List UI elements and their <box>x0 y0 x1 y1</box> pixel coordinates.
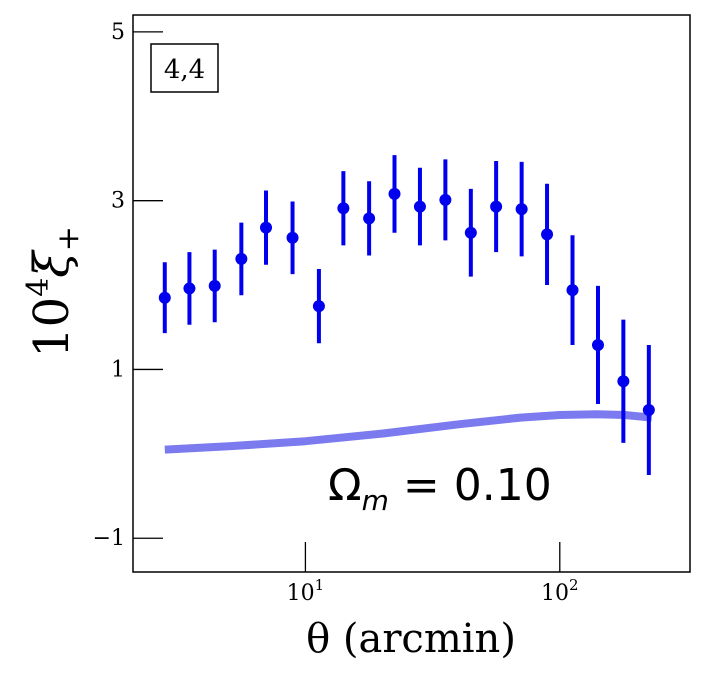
omega-value: = 0.10 <box>389 460 552 511</box>
data-point <box>286 231 299 244</box>
data-point <box>591 338 604 351</box>
y-tick-label: 3 <box>111 189 125 214</box>
data-point <box>312 300 325 313</box>
x-tick-label: 102 <box>541 576 579 606</box>
omega-annotation: Ωm = 0.10 <box>328 460 552 517</box>
data-point <box>413 200 426 213</box>
omega-subscript: m <box>362 484 389 517</box>
y-title-exponent: 4 <box>21 278 56 297</box>
plot-frame <box>132 14 691 573</box>
y-tick-label: −1 <box>93 526 125 551</box>
x-tick-base: 10 <box>287 581 315 606</box>
y-axis-title: 104ξ+ <box>21 226 86 358</box>
x-tick-label: 101 <box>287 576 325 606</box>
data-point <box>208 279 221 292</box>
data-point <box>235 252 248 265</box>
data-point <box>464 226 477 239</box>
data-point <box>158 291 171 304</box>
data-point <box>541 228 554 241</box>
y-title-symbol: ξ <box>24 249 80 278</box>
x-tick-exponent: 1 <box>315 576 325 594</box>
y-title-subscript: + <box>51 226 86 251</box>
model-curve-group <box>164 410 653 454</box>
y-title-base: 10 <box>24 297 80 358</box>
omega-symbol: Ω <box>328 460 362 511</box>
x-tick-base: 10 <box>541 581 569 606</box>
data-point <box>439 193 452 206</box>
data-points-group <box>158 155 655 475</box>
data-point <box>642 403 655 416</box>
x-tick-exponent: 2 <box>569 576 579 594</box>
data-point <box>515 203 528 216</box>
model-curve <box>164 410 653 454</box>
data-point <box>490 200 503 213</box>
data-point <box>617 375 630 388</box>
y-axis: 5 3 1 −1 <box>93 20 163 551</box>
panel-label: 4,4 <box>164 55 205 85</box>
y-tick-label: 1 <box>111 357 125 382</box>
x-axis: 101 102 <box>287 542 579 606</box>
data-point <box>337 202 350 215</box>
data-point <box>183 282 196 295</box>
data-point <box>388 187 401 200</box>
data-point <box>260 221 273 234</box>
panel-label-box <box>150 43 219 93</box>
y-tick-label: 5 <box>111 20 125 45</box>
data-point <box>566 284 579 297</box>
x-axis-title: θ (arcmin) <box>306 616 516 662</box>
data-point <box>363 212 376 225</box>
